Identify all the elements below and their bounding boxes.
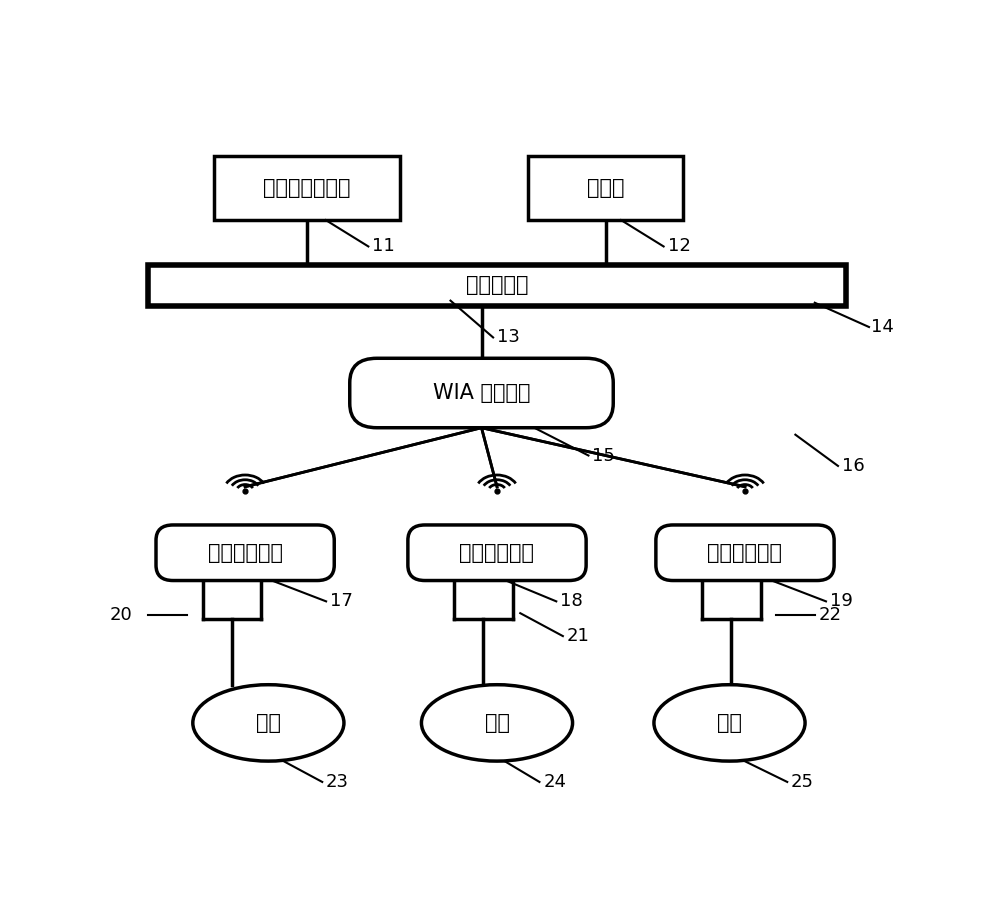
FancyBboxPatch shape <box>408 525 586 581</box>
Text: 13: 13 <box>497 328 520 346</box>
Text: 17: 17 <box>330 593 353 611</box>
Text: 服务器: 服务器 <box>587 178 624 198</box>
Text: 23: 23 <box>326 773 349 791</box>
Text: 15: 15 <box>592 446 615 465</box>
Text: 12: 12 <box>668 237 690 255</box>
Text: 24: 24 <box>543 773 566 791</box>
Text: 监测诊断上位机: 监测诊断上位机 <box>263 178 351 198</box>
Text: 设备: 设备 <box>484 713 510 733</box>
FancyBboxPatch shape <box>148 264 846 306</box>
Text: 11: 11 <box>372 237 395 255</box>
FancyBboxPatch shape <box>528 156 683 220</box>
Text: 18: 18 <box>560 593 583 611</box>
Text: 22: 22 <box>819 606 842 624</box>
FancyBboxPatch shape <box>350 358 613 428</box>
Text: 25: 25 <box>791 773 814 791</box>
Text: 无线振动仪表: 无线振动仪表 <box>708 543 782 563</box>
Text: 无线振动仪表: 无线振动仪表 <box>460 543 534 563</box>
Text: 设备: 设备 <box>256 713 281 733</box>
Text: 设备: 设备 <box>717 713 742 733</box>
FancyBboxPatch shape <box>214 156 400 220</box>
Text: WIA 无线网关: WIA 无线网关 <box>433 383 530 403</box>
Ellipse shape <box>654 685 805 761</box>
Text: 16: 16 <box>842 457 865 475</box>
Ellipse shape <box>193 685 344 761</box>
Text: 21: 21 <box>567 627 590 645</box>
Text: 20: 20 <box>110 606 132 624</box>
FancyBboxPatch shape <box>156 525 334 581</box>
Text: 14: 14 <box>871 318 894 336</box>
Text: 无线振动仪表: 无线振动仪表 <box>208 543 283 563</box>
Text: 19: 19 <box>830 593 853 611</box>
Ellipse shape <box>421 685 573 761</box>
Text: 工业以太网: 工业以太网 <box>466 275 528 295</box>
FancyBboxPatch shape <box>656 525 834 581</box>
